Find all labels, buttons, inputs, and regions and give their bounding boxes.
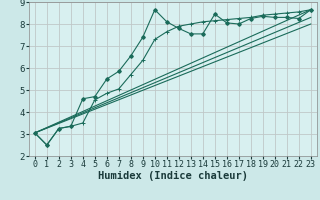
X-axis label: Humidex (Indice chaleur): Humidex (Indice chaleur) <box>98 171 248 181</box>
